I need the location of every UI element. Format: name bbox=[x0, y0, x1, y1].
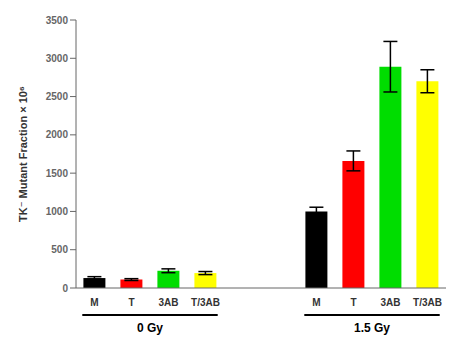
svg-text:T: T bbox=[350, 297, 356, 308]
svg-text:T/3AB: T/3AB bbox=[191, 297, 220, 308]
svg-text:2000: 2000 bbox=[46, 129, 69, 140]
svg-text:1500: 1500 bbox=[46, 168, 69, 179]
svg-text:1000: 1000 bbox=[46, 206, 69, 217]
svg-text:3AB: 3AB bbox=[158, 297, 178, 308]
svg-text:T: T bbox=[128, 297, 134, 308]
svg-text:3500: 3500 bbox=[46, 15, 69, 26]
svg-text:TK⁻ Mutant Fraction × 10⁶: TK⁻ Mutant Fraction × 10⁶ bbox=[17, 86, 29, 222]
svg-text:3AB: 3AB bbox=[380, 297, 400, 308]
svg-text:0 Gy: 0 Gy bbox=[137, 321, 163, 335]
svg-text:500: 500 bbox=[51, 244, 68, 255]
svg-text:2500: 2500 bbox=[46, 91, 69, 102]
svg-text:0: 0 bbox=[62, 283, 68, 294]
svg-text:3000: 3000 bbox=[46, 53, 69, 64]
svg-text:T/3AB: T/3AB bbox=[413, 297, 442, 308]
svg-text:M: M bbox=[90, 297, 98, 308]
svg-text:M: M bbox=[312, 297, 320, 308]
svg-text:1.5 Gy: 1.5 Gy bbox=[354, 321, 390, 335]
